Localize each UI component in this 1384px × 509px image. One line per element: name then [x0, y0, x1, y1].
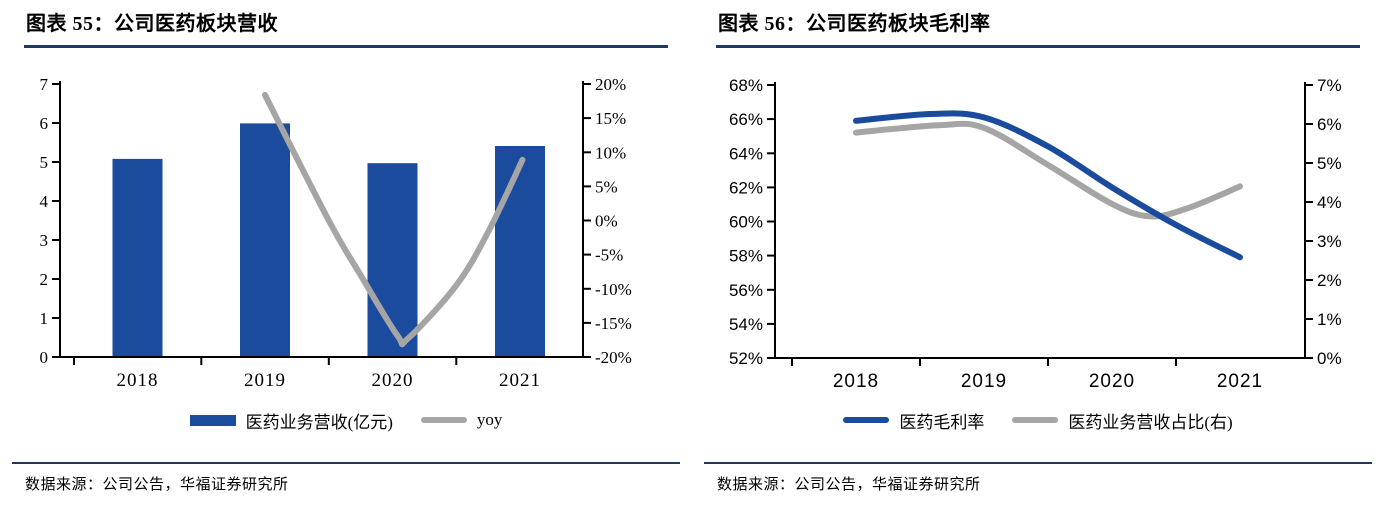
legend-item-yoy: yoy	[420, 410, 503, 430]
source-note: 数据来源：公司公告，华福证券研究所	[717, 477, 981, 493]
svg-text:2019: 2019	[961, 371, 1007, 392]
bar-swatch-icon	[189, 414, 236, 426]
svg-text:5%: 5%	[595, 177, 618, 196]
svg-text:7: 7	[40, 75, 49, 94]
line-swatch-icon	[843, 417, 890, 423]
svg-text:4: 4	[40, 192, 49, 211]
svg-text:4%: 4%	[1317, 193, 1342, 212]
legend-label: 医药毛利率	[899, 412, 985, 432]
svg-text:0%: 0%	[1317, 349, 1342, 368]
svg-text:0: 0	[40, 348, 49, 367]
svg-text:56%: 56%	[729, 281, 763, 300]
svg-text:5%: 5%	[1317, 154, 1342, 173]
chart-legend: 医药毛利率 医药业务营收占比(右)	[692, 394, 1384, 446]
figure-panel-revenue: 图表 55：公司医药板块营收 7 6 5 4 3 2 1 0 20% 15% 10% 5% 0% -5% -…	[0, 0, 692, 494]
margin-line-chart-canvas: 68% 66% 64% 62% 60% 58% 56% 54% 52% 7% 6% 5% 4% 3% 2% 1…	[729, 76, 1342, 392]
svg-text:7%: 7%	[1317, 76, 1342, 95]
legend-item-gross-margin: 医药毛利率	[843, 408, 984, 433]
svg-text:64%: 64%	[729, 144, 763, 163]
svg-text:-10%: -10%	[595, 280, 632, 299]
svg-text:3: 3	[40, 231, 49, 250]
svg-text:2021: 2021	[499, 370, 541, 391]
legend-label: 医药业务营收占比(右)	[1068, 412, 1233, 432]
line-swatch-icon	[420, 417, 467, 423]
figure-panel-gross-margin: 图表 56：公司医药板块毛利率 68% 66% 64% 62% 60% 58% 56% 54%…	[692, 0, 1384, 509]
svg-text:68%: 68%	[729, 76, 763, 95]
svg-text:58%: 58%	[729, 247, 763, 266]
svg-text:-5%: -5%	[595, 246, 623, 265]
revenue-bar-chart-canvas: 7 6 5 4 3 2 1 0 20% 15% 10% 5% 0% -5% -10% -15% -20% 2018…	[40, 75, 632, 391]
line-swatch-icon	[1012, 417, 1059, 423]
svg-text:2018: 2018	[833, 371, 879, 392]
svg-text:60%: 60%	[729, 213, 763, 232]
svg-text:1: 1	[40, 309, 49, 328]
svg-text:0%: 0%	[595, 212, 618, 231]
svg-text:2019: 2019	[244, 370, 286, 391]
svg-text:2018: 2018	[117, 370, 159, 391]
chart-legend: 医药业务营收(亿元) yoy	[0, 394, 692, 446]
legend-label: yoy	[476, 410, 503, 429]
chart-title: 图表 55：公司医药板块营收	[24, 0, 668, 48]
svg-text:15%: 15%	[595, 109, 626, 128]
source-block: 数据来源：公司公告，华福证券研究所	[12, 462, 680, 494]
svg-text:2: 2	[40, 270, 49, 289]
svg-text:6%: 6%	[1317, 115, 1342, 134]
svg-text:2021: 2021	[1217, 371, 1263, 392]
svg-text:5: 5	[40, 153, 49, 172]
svg-text:6: 6	[40, 114, 49, 133]
svg-text:20%: 20%	[595, 75, 626, 94]
svg-text:2%: 2%	[1317, 271, 1342, 290]
source-block: 数据来源：公司公告，华福证券研究所	[704, 462, 1372, 494]
svg-text:3%: 3%	[1317, 232, 1342, 251]
chart-title: 图表 56：公司医药板块毛利率	[716, 0, 1360, 48]
legend-item-revenue-share: 医药业务营收占比(右)	[1012, 408, 1233, 433]
source-note: 数据来源：公司公告，华福证券研究所	[25, 477, 289, 493]
svg-text:-15%: -15%	[595, 314, 632, 333]
legend-item-revenue: 医药业务营收(亿元)	[189, 408, 393, 433]
svg-text:2020: 2020	[1089, 371, 1135, 392]
svg-text:66%: 66%	[729, 110, 763, 129]
svg-text:54%: 54%	[729, 315, 763, 334]
svg-text:10%: 10%	[595, 143, 626, 162]
svg-text:2020: 2020	[372, 370, 414, 391]
svg-text:52%: 52%	[729, 349, 763, 368]
svg-text:62%: 62%	[729, 178, 763, 197]
legend-label: 医药业务营收(亿元)	[245, 412, 393, 432]
svg-text:1%: 1%	[1317, 310, 1342, 329]
svg-text:-20%: -20%	[595, 348, 632, 367]
